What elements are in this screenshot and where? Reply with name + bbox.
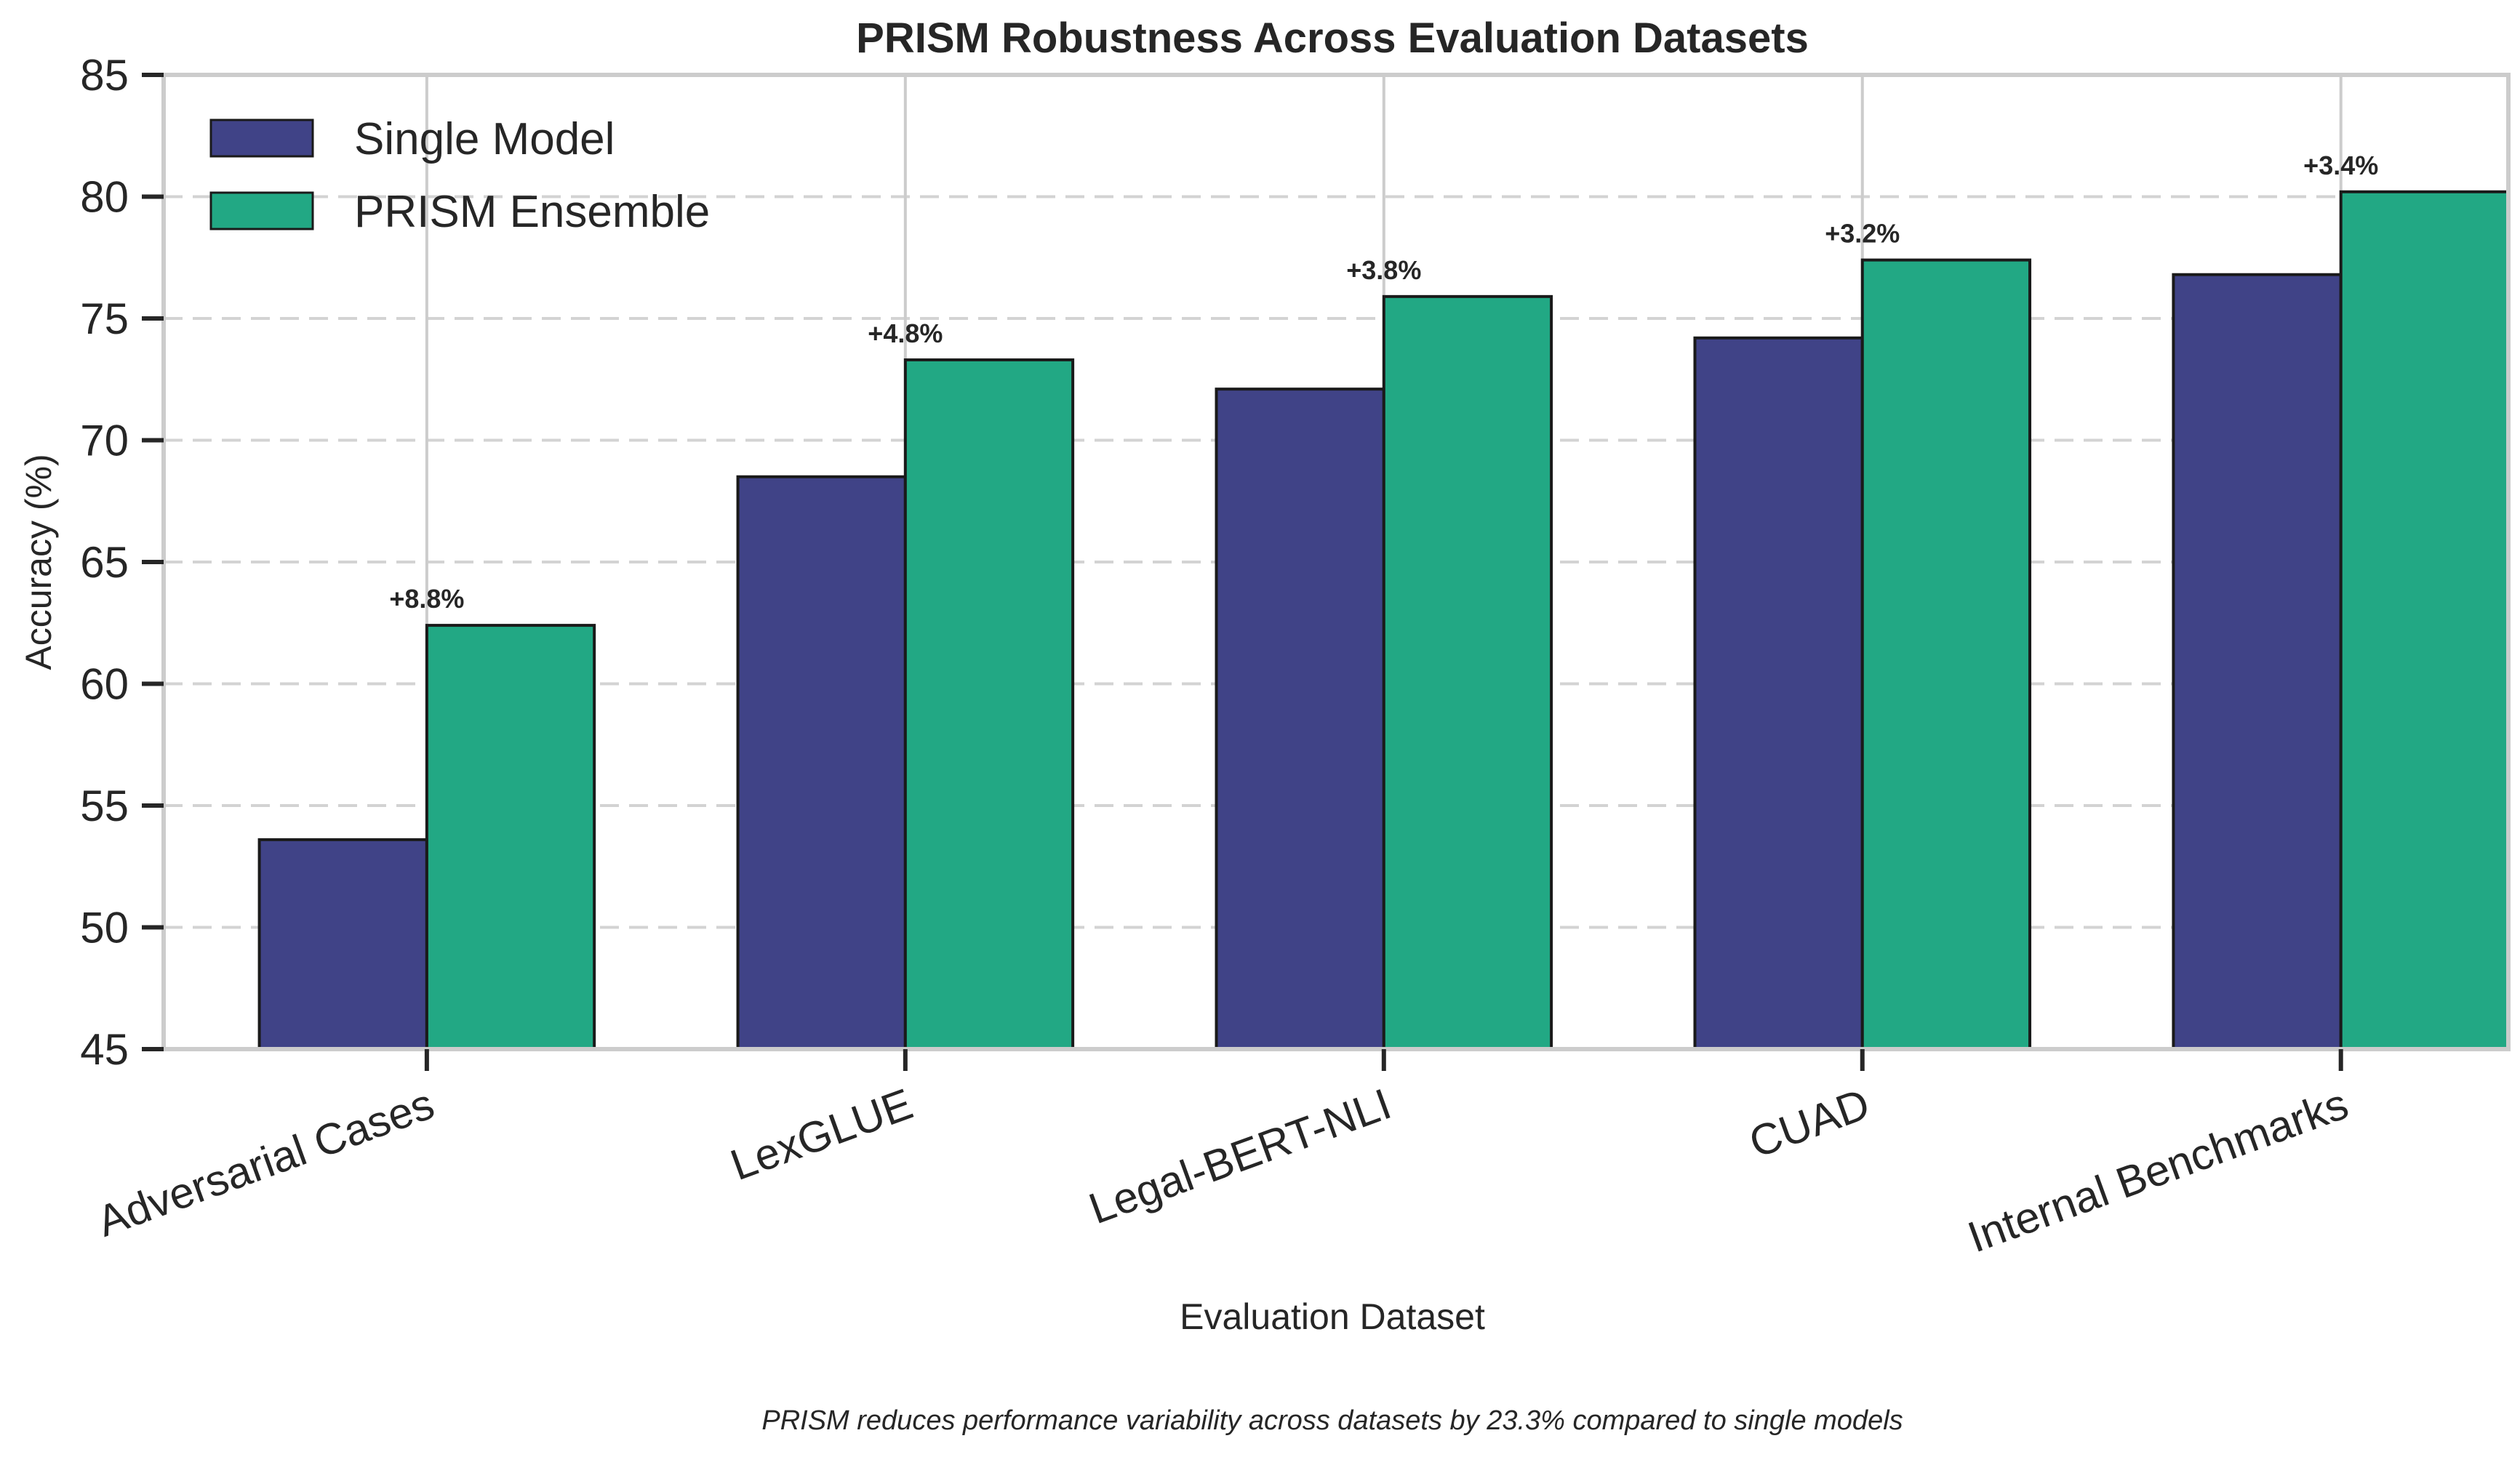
- legend: Single Model PRISM Ensemble: [209, 114, 710, 237]
- bar-delta-label: +3.8%: [1346, 255, 1421, 285]
- y-tick-label: 80: [80, 173, 129, 222]
- bar-prism-ensemble: [1382, 294, 1553, 1051]
- bar-annotations: +8.8% +4.8% +3.8% +3.2% +3.4%: [389, 150, 2378, 614]
- bar-single-model: [2172, 273, 2343, 1051]
- legend-label-single-model: Single Model: [354, 114, 615, 164]
- y-tick-label: 45: [80, 1025, 129, 1074]
- x-axis-label: Evaluation Dataset: [1180, 1296, 1485, 1337]
- bar-delta-label: +3.2%: [1825, 219, 1900, 249]
- y-tick-label: 75: [80, 294, 129, 343]
- bar-delta-label: +8.8%: [389, 584, 464, 614]
- bars: [257, 190, 2511, 1051]
- y-tick-label: 65: [80, 538, 129, 587]
- bar-prism-ensemble: [1860, 258, 2032, 1051]
- y-tick-label: 85: [80, 51, 129, 100]
- bar-single-model: [257, 838, 428, 1051]
- legend-swatch-single-model: [209, 119, 314, 158]
- y-tick-label: 50: [80, 904, 129, 952]
- chart-title: PRISM Robustness Across Evaluation Datas…: [856, 15, 1809, 62]
- bar-delta-label: +4.8%: [868, 318, 943, 348]
- legend-swatch-prism-ensemble: [209, 191, 314, 230]
- y-axis: 45 50 55 60 65 70 75 80 85: [80, 51, 164, 1074]
- y-tick-label: 70: [80, 417, 129, 465]
- bar-prism-ensemble: [903, 358, 1075, 1051]
- y-axis-label: Accuracy (%): [18, 454, 59, 670]
- y-tick-label: 60: [80, 660, 129, 709]
- chart-caption: PRISM reduces performance variability ac…: [761, 1405, 1903, 1436]
- bar-single-model: [736, 475, 907, 1051]
- y-tick-label: 55: [80, 782, 129, 830]
- bar-single-model: [1215, 388, 1385, 1051]
- bar-delta-label: +3.4%: [2303, 150, 2378, 180]
- bar-single-model: [1693, 336, 1864, 1051]
- legend-label-prism-ensemble: PRISM Ensemble: [354, 187, 710, 237]
- bar-prism-ensemble: [2339, 190, 2511, 1051]
- bar-prism-ensemble: [425, 624, 596, 1051]
